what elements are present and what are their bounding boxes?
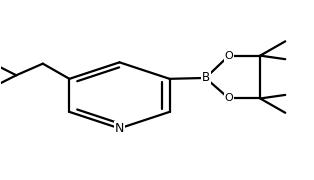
Text: N: N: [115, 122, 124, 135]
Text: O: O: [225, 93, 233, 103]
Text: B: B: [202, 71, 209, 84]
Text: O: O: [225, 51, 233, 61]
